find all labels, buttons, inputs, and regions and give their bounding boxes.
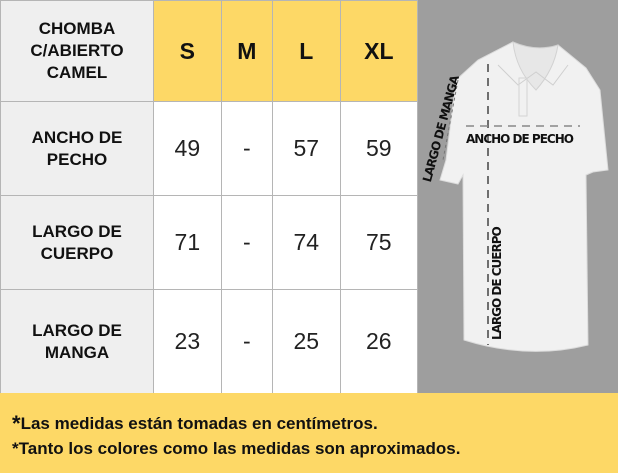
- cell: 25: [271, 289, 341, 394]
- polo-shirt-image: [439, 41, 609, 352]
- row-label: LARGO DE CUERPO: [0, 195, 154, 290]
- size-header-m: M: [220, 0, 273, 102]
- size-header-l: L: [271, 0, 341, 102]
- label-line: MANGA: [44, 342, 110, 362]
- cell: 49: [153, 101, 222, 196]
- label-line: CUERPO: [40, 243, 114, 263]
- cell: 71: [153, 195, 222, 290]
- size-table: CHOMBA C/ABIERTO CAMEL S M L XL ANCHO DE PE…: [0, 0, 419, 394]
- note-text: Tanto los colores como las medidas son a…: [18, 439, 461, 458]
- header-row: CHOMBA C/ABIERTO CAMEL S M L XL: [0, 0, 419, 102]
- cell: -: [220, 195, 273, 290]
- note-text: Las medidas están tomadas en centímetros…: [20, 414, 378, 433]
- label-line: ANCHO DE: [31, 127, 123, 147]
- cell: 59: [339, 101, 419, 196]
- cell: 26: [339, 289, 419, 394]
- row-label: LARGO DE MANGA: [0, 289, 154, 394]
- table-row: LARGO DE MANGA 23 - 25 26: [0, 289, 419, 394]
- size-header-s: S: [153, 0, 222, 102]
- cell: -: [220, 289, 273, 394]
- label-line: LARGO DE: [32, 320, 122, 340]
- cell: 75: [339, 195, 419, 290]
- cell: 57: [271, 101, 341, 196]
- table-row: LARGO DE CUERPO 71 - 74 75: [0, 195, 419, 290]
- label-line: LARGO DE: [32, 221, 122, 241]
- title-line: C/ABIERTO: [30, 41, 124, 60]
- chest-label: ANCHO DE PECHO: [466, 132, 574, 146]
- footer-notes: *Las medidas están tomadas en centímetro…: [0, 393, 618, 473]
- shirt-diagram: ANCHO DE PECHO LARGO DE CUERPO LARGO DE …: [418, 0, 618, 393]
- cell: -: [220, 101, 273, 196]
- asterisk: *: [12, 411, 21, 436]
- note: *Tanto los colores como las medidas son …: [12, 436, 618, 461]
- title-line: CHOMBA: [38, 19, 116, 38]
- row-label: ANCHO DE PECHO: [0, 101, 154, 196]
- body-length-label: LARGO DE CUERPO: [490, 227, 504, 340]
- product-title: CHOMBA C/ABIERTO CAMEL: [0, 0, 154, 102]
- table-row: ANCHO DE PECHO 49 - 57 59: [0, 101, 419, 196]
- note: *Las medidas están tomadas en centímetro…: [12, 411, 618, 436]
- label-line: PECHO: [46, 149, 108, 169]
- cell: 74: [271, 195, 341, 290]
- asterisk: *: [12, 439, 19, 458]
- cell: 23: [153, 289, 222, 394]
- size-header-xl: XL: [339, 0, 419, 102]
- title-line: CAMEL: [46, 63, 108, 82]
